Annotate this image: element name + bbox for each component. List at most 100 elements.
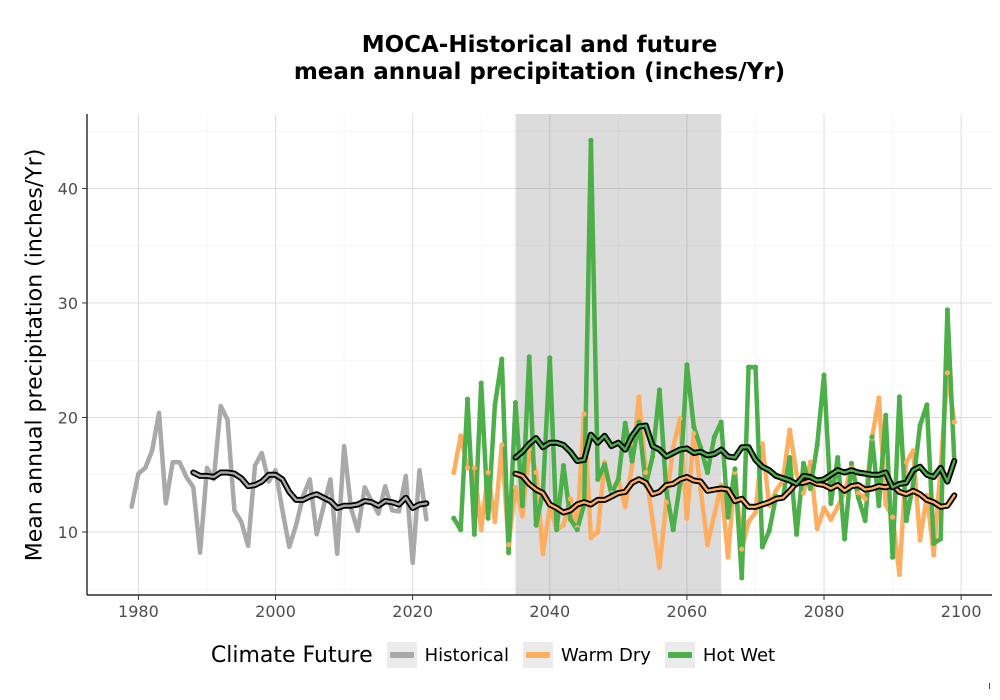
data-point-hot-wet [684, 362, 690, 368]
data-point-warm-dry [643, 469, 649, 476]
data-point-warm-dry [650, 517, 656, 524]
data-point-warm-dry [917, 537, 923, 543]
data-point-hot-wet [478, 380, 484, 386]
x-tick-label-1980: 1980 [118, 602, 159, 621]
data-point-hot-wet [704, 469, 711, 476]
data-point-warm-dry [499, 442, 505, 448]
data-point-warm-dry [931, 552, 937, 558]
data-point-hot-wet [629, 458, 635, 464]
data-point-warm-dry [828, 516, 834, 523]
data-point-warm-dry [704, 542, 711, 548]
data-point-warm-dry [464, 465, 471, 471]
data-point-hot-wet [574, 527, 580, 533]
data-point-hot-wet [787, 454, 793, 461]
data-point-warm-dry [458, 433, 464, 439]
data-point-warm-dry [752, 509, 759, 516]
data-point-hot-wet [506, 550, 512, 556]
smoothed-line-historical [192, 471, 428, 510]
data-point-hot-wet [937, 536, 944, 542]
data-point-hot-wet [485, 515, 491, 521]
data-point-warm-dry [855, 490, 861, 496]
y-tick-label-40: 40 [58, 179, 78, 198]
data-point-hot-wet [800, 460, 807, 466]
legend-key-hot-wet [664, 642, 695, 668]
data-point-hot-wet [739, 575, 745, 581]
data-point-hot-wet [862, 517, 868, 524]
data-point-hot-wet [554, 527, 560, 533]
data-point-hot-wet [841, 536, 848, 542]
data-point-warm-dry [588, 535, 594, 541]
legend-label-historical: Historical [424, 644, 509, 666]
data-point-hot-wet [492, 402, 498, 408]
data-point-warm-dry [656, 564, 663, 571]
data-point-hot-wet [711, 434, 717, 440]
data-point-warm-dry [519, 513, 525, 519]
data-point-hot-wet [650, 453, 656, 460]
data-point-hot-wet [588, 137, 594, 143]
data-point-hot-wet [526, 354, 532, 360]
data-point-warm-dry [533, 469, 539, 476]
data-point-warm-dry [725, 554, 731, 560]
data-point-hot-wet [821, 372, 827, 378]
data-point-warm-dry [663, 499, 669, 505]
x-tick-label-2000: 2000 [255, 602, 296, 621]
x-tick-label-2020: 2020 [392, 602, 433, 621]
data-point-hot-wet [759, 544, 765, 550]
data-point-warm-dry [794, 471, 800, 477]
data-point-hot-wet [670, 527, 676, 533]
chart-title-line-1: MOCA-Historical and future [361, 32, 718, 58]
data-point-hot-wet [547, 355, 553, 361]
series-line-historical [129, 403, 429, 566]
data-point-warm-dry [876, 395, 882, 401]
data-point-hot-wet [869, 434, 875, 440]
data-point-warm-dry [691, 430, 697, 437]
data-point-hot-wet [567, 516, 573, 523]
data-point-hot-wet [732, 466, 738, 472]
data-point-hot-wet [622, 420, 628, 426]
data-point-hot-wet [910, 481, 916, 487]
data-point-warm-dry [670, 444, 676, 450]
legend-label-warm-dry: Warm Dry [560, 644, 651, 666]
data-point-warm-dry [739, 546, 745, 552]
axes [82, 114, 992, 600]
y-axis-label: Mean annual precipitation (inches/Yr) [22, 148, 48, 562]
data-point-warm-dry [560, 522, 567, 528]
data-point-warm-dry [636, 394, 642, 400]
data-point-hot-wet [656, 387, 663, 393]
data-point-hot-wet [889, 554, 896, 560]
data-point-warm-dry [451, 469, 457, 476]
data-point-hot-wet [595, 476, 601, 482]
data-point-hot-wet [458, 527, 464, 533]
data-point-warm-dry [835, 504, 841, 510]
data-point-hot-wet [855, 495, 861, 501]
data-point-hot-wet [512, 400, 519, 406]
legend-item-warm-dry: Warm Dry [522, 642, 651, 668]
legend-label-hot-wet: Hot Wet [702, 644, 776, 666]
data-point-hot-wet [883, 412, 889, 418]
data-point-warm-dry [485, 469, 491, 476]
data-point-warm-dry [711, 512, 717, 518]
data-point-hot-wet [828, 500, 834, 506]
data-point-hot-wet [814, 442, 820, 448]
data-point-hot-wet [896, 394, 903, 400]
x-tick-label-2100: 2100 [941, 602, 982, 621]
chart-title-line-2: mean annual precipitation (inches/Yr) [293, 59, 786, 85]
data-point-warm-dry [889, 514, 896, 520]
data-point-hot-wet [848, 460, 855, 466]
data-point-hot-wet [924, 402, 930, 408]
data-point-hot-wet [794, 531, 800, 537]
data-point-warm-dry [759, 441, 765, 447]
data-point-warm-dry [622, 504, 628, 510]
data-point-hot-wet [835, 454, 841, 461]
data-point-warm-dry [492, 519, 498, 525]
data-point-hot-wet [615, 476, 621, 482]
legend-item-historical: Historical [386, 642, 509, 668]
data-point-warm-dry [951, 419, 957, 425]
data-point-hot-wet [903, 517, 909, 524]
legend-key-historical [386, 642, 417, 668]
data-point-warm-dry [471, 465, 477, 471]
x-tick-label-2080: 2080 [804, 602, 845, 621]
data-point-warm-dry [787, 427, 793, 433]
data-point-hot-wet [876, 503, 882, 509]
